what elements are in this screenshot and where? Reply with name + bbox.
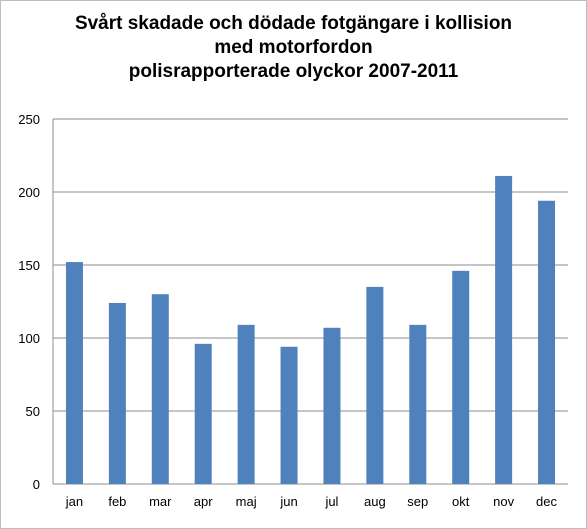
x-tick-label-maj: maj	[236, 494, 257, 509]
x-tick-label-mar: mar	[149, 494, 172, 509]
chart-title-line-2: med motorfordon	[214, 37, 373, 58]
bar-apr	[194, 343, 212, 484]
y-tick-label-0: 0	[33, 477, 40, 492]
chart-title: Svårt skadade och dödade fotgängare i ko…	[0, 12, 587, 84]
y-tick-label-100: 100	[18, 331, 40, 346]
bar-nov	[495, 175, 513, 484]
bar-mar	[151, 294, 169, 484]
y-tick-label-250: 250	[18, 112, 40, 127]
chart-title-line-1: Svårt skadade och dödade fotgängare i ko…	[74, 13, 513, 34]
x-tick-label-apr: apr	[194, 494, 213, 509]
y-tick-label-200: 200	[18, 185, 40, 200]
bar-jun	[280, 346, 298, 484]
bar-okt	[452, 270, 470, 484]
x-tick-label-dec: dec	[536, 494, 557, 509]
x-tick-label-jan: jan	[65, 494, 83, 509]
chart-title-line-3: polisrapporterade olyckor 2007-2011	[128, 61, 459, 82]
bar-sep	[409, 324, 427, 484]
x-tick-label-sep: sep	[407, 494, 428, 509]
bar-aug	[366, 286, 384, 484]
bar-feb	[108, 302, 126, 484]
bar-maj	[237, 324, 255, 484]
x-tick-label-jul: jul	[324, 494, 338, 509]
x-tick-label-nov: nov	[493, 494, 514, 509]
x-tick-label-aug: aug	[364, 494, 386, 509]
bar-jul	[323, 327, 341, 484]
y-tick-label-50: 50	[26, 404, 40, 419]
bar-dec	[538, 200, 556, 484]
x-tick-label-jun: jun	[279, 494, 297, 509]
x-tick-label-feb: feb	[108, 494, 126, 509]
bar-jan	[65, 262, 83, 484]
x-tick-label-okt: okt	[452, 494, 470, 509]
y-tick-label-150: 150	[18, 258, 40, 273]
